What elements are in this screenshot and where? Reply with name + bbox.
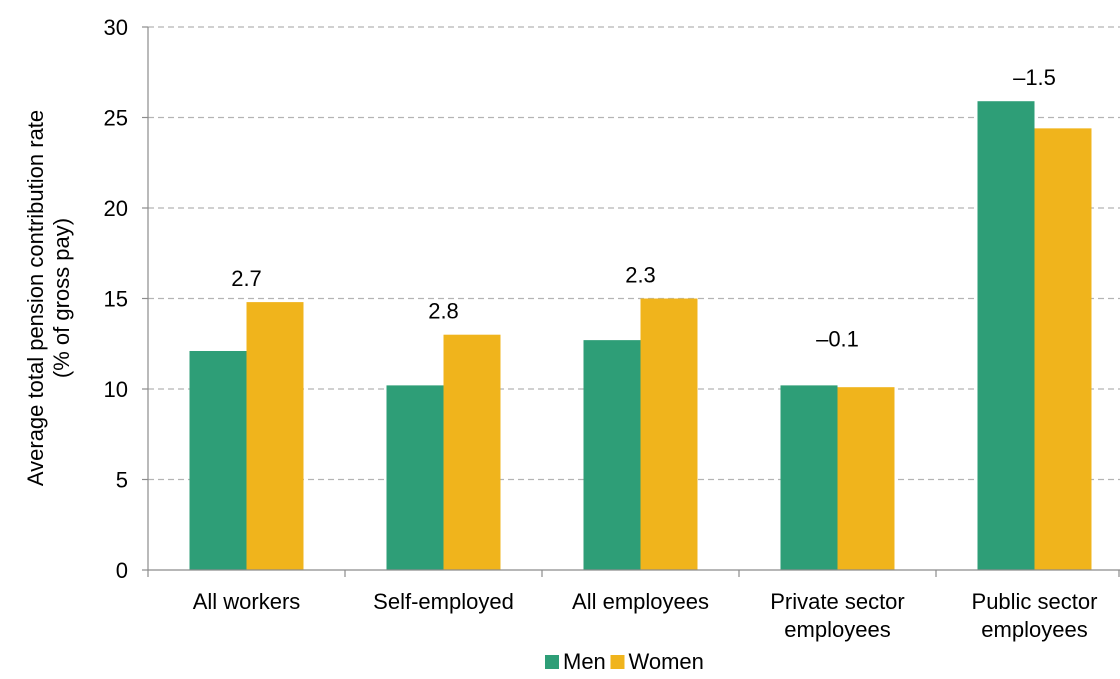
bar-men (386, 385, 444, 570)
y-tick-labels: 0 5 10 15 20 25 30 (104, 15, 128, 583)
category-labels: All workers Self-employed All employees Pri… (193, 589, 1098, 642)
bar-women (1034, 128, 1092, 571)
bar-men (583, 340, 641, 570)
category-label: All employees (572, 589, 709, 614)
category-label-line: Self-employed (373, 589, 514, 614)
bar-men (977, 101, 1035, 571)
legend: Men Women (545, 649, 704, 674)
data-labels: 2.7 2.8 2.3 –0.1 –1.5 (231, 65, 1056, 351)
bar-women (443, 334, 501, 570)
axes (142, 26, 1120, 577)
bar-men (780, 385, 838, 570)
legend-swatch-women (610, 655, 625, 669)
legend-label-men: Men (563, 649, 606, 674)
y-axis-label-line2: (% of gross pay) (49, 218, 74, 378)
gridlines (148, 26, 1120, 481)
gap-label: 2.3 (625, 263, 656, 288)
y-axis-label-line1: Average total pension contribution rate (23, 110, 48, 486)
y-tick-label: 20 (104, 196, 128, 221)
bar-men (189, 350, 247, 570)
category-label: Self-employed (373, 589, 514, 614)
bar-women (837, 387, 895, 570)
category-label-line: All employees (572, 589, 709, 614)
y-tick-label: 30 (104, 15, 128, 40)
y-tick-label: 10 (104, 377, 128, 402)
bar-women (640, 298, 698, 570)
legend-label-women: Women (629, 649, 704, 674)
category-label-line: Private sector (770, 589, 905, 614)
category-label-line: employees (981, 617, 1087, 642)
gap-label: 2.7 (231, 266, 262, 291)
legend-swatch-men (545, 655, 559, 669)
bars (189, 101, 1092, 571)
y-tick-label: 0 (116, 558, 128, 583)
gap-label: –0.1 (816, 326, 859, 351)
gap-label: –1.5 (1013, 65, 1056, 90)
category-label-line: All workers (193, 589, 301, 614)
y-tick-label: 15 (104, 287, 128, 312)
y-tick-label: 25 (104, 106, 128, 131)
y-axis-label: Average total pension contribution rate … (23, 110, 74, 486)
category-label-line: Public sector (972, 589, 1098, 614)
y-tick-label: 5 (116, 468, 128, 493)
category-label: All workers (193, 589, 301, 614)
category-label: Private sector employees (770, 589, 905, 642)
category-label: Public sector employees (972, 589, 1098, 642)
gap-label: 2.8 (428, 299, 459, 324)
category-label-line: employees (784, 617, 890, 642)
bar-women (246, 302, 304, 570)
